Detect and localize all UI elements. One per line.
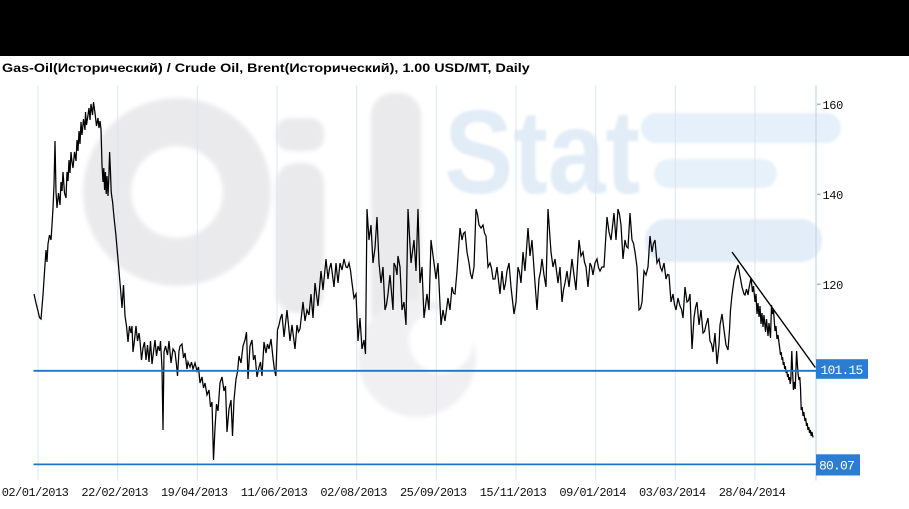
svg-text:Stat: Stat (444, 86, 640, 219)
svg-text:80.07: 80.07 (819, 459, 854, 474)
svg-text:101.15: 101.15 (821, 363, 863, 378)
